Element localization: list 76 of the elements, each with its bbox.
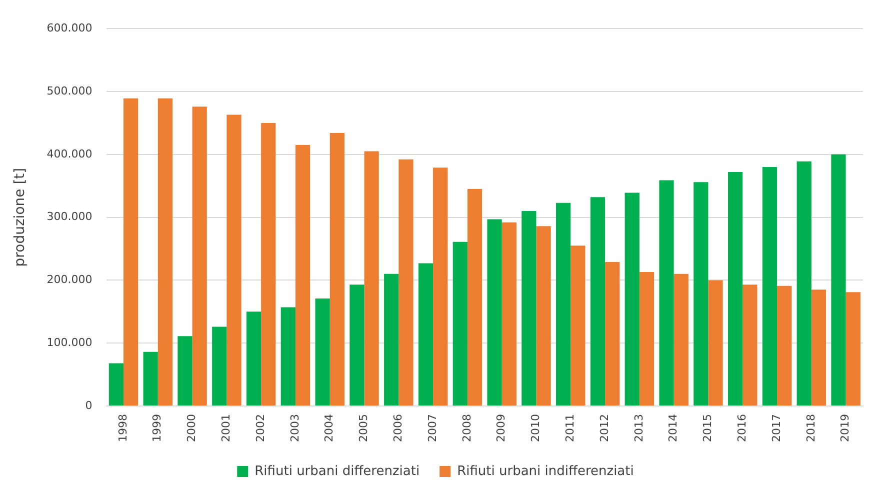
x-tick-label: 2016 [735, 414, 748, 442]
bar [536, 226, 551, 406]
bar [831, 154, 846, 406]
x-tick-label: 2007 [426, 414, 439, 442]
bar [143, 352, 158, 406]
bar [350, 284, 364, 406]
y-tick-label: 200.000 [46, 273, 92, 286]
bar [777, 286, 792, 406]
bar [605, 262, 620, 406]
y-tick-label: 600.000 [46, 21, 92, 34]
bar [384, 274, 399, 406]
x-tick-label: 2018 [804, 414, 818, 442]
x-tick-label: 2003 [288, 414, 302, 442]
bar [192, 106, 207, 406]
y-tick-label: 300.000 [46, 210, 92, 224]
bar [742, 284, 758, 406]
bar [123, 98, 138, 406]
bar [811, 290, 826, 406]
x-tick-label: 2017 [770, 414, 783, 442]
legend-label: Rifiuti urbani indifferenziati [457, 464, 634, 479]
x-tick-label: 2000 [185, 414, 198, 442]
x-tick-label: 2006 [392, 414, 405, 442]
bar [659, 180, 674, 406]
bar [330, 133, 344, 406]
bar [639, 272, 654, 406]
bar [295, 144, 310, 406]
x-tick-label: 2008 [460, 414, 474, 442]
bar [315, 298, 330, 406]
bar [487, 219, 502, 406]
x-tick-label: 1999 [150, 414, 164, 442]
bar [226, 114, 242, 406]
legend-label: Rifiuti urbani differenziati [254, 464, 420, 479]
x-tick-label: 2012 [598, 414, 611, 442]
y-tick-label: 400.000 [46, 147, 92, 160]
x-tick-label: 2019 [838, 414, 852, 442]
x-tick-label: 2005 [357, 414, 370, 442]
bar [178, 336, 192, 406]
y-tick-label: 0 [85, 398, 92, 412]
y-tick-label: 100.000 [46, 336, 92, 349]
bar [796, 161, 812, 406]
x-tick-label: 2015 [701, 414, 714, 442]
bar [246, 312, 262, 406]
bar [261, 122, 276, 406]
x-tick-label: 2013 [632, 414, 646, 442]
x-tick-label: 2011 [563, 414, 576, 442]
bar [212, 326, 227, 406]
x-tick-label: 2004 [322, 414, 336, 442]
bar [624, 192, 640, 406]
x-tick-label: 1998 [116, 414, 130, 442]
x-tick-label: 2014 [666, 414, 680, 442]
bar [502, 222, 516, 406]
bar [590, 197, 606, 406]
x-tick-label: 2001 [220, 414, 233, 442]
bar [728, 172, 743, 406]
bar [398, 159, 414, 406]
bar [556, 202, 571, 406]
bar [846, 292, 860, 406]
bar [280, 307, 296, 406]
bar [522, 211, 536, 406]
bar [452, 242, 468, 406]
bar [467, 189, 482, 406]
bar [158, 98, 172, 406]
bar [708, 280, 723, 406]
bar [418, 263, 434, 406]
y-tick-label: 500.000 [46, 84, 92, 98]
bar [364, 151, 379, 406]
x-tick-label: 2010 [529, 414, 542, 442]
x-tick-label: 2002 [254, 414, 267, 442]
bar [762, 166, 778, 406]
bar [108, 363, 124, 406]
bar [674, 274, 688, 406]
bar [570, 246, 586, 406]
bar [433, 168, 448, 406]
y-axis-title: produzione [t] [12, 168, 28, 267]
bar [694, 182, 708, 406]
x-tick-label: 2009 [494, 414, 508, 442]
